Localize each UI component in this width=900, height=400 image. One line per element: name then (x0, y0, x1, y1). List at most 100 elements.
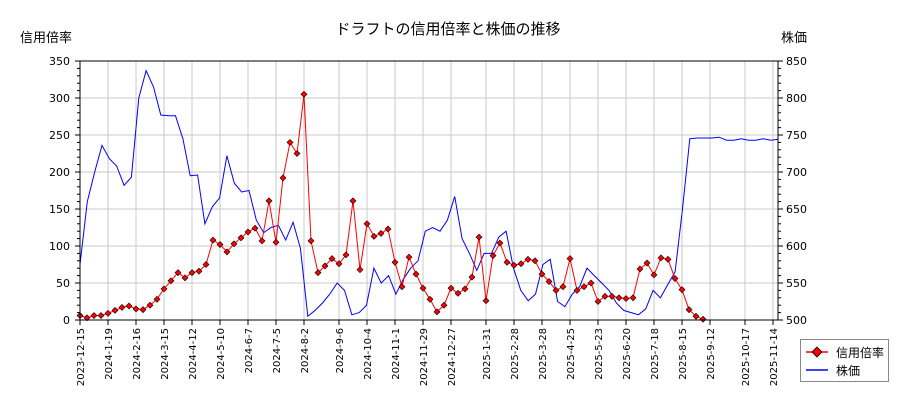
chart-title: ドラフトの信用倍率と株価の推移 (335, 20, 560, 38)
data-point-marker (664, 255, 672, 263)
right-tick-label: 850 (786, 55, 807, 68)
x-tick-label: 2025-8-15 (678, 328, 689, 380)
legend-label-margin-ratio: 信用倍率 (836, 345, 885, 360)
right-tick-label: 800 (786, 92, 807, 105)
x-tick-label: 2025-5-23 (594, 328, 605, 380)
data-point-marker (650, 271, 658, 279)
left-axis-title: 信用倍率 (20, 30, 72, 46)
data-point-marker (412, 270, 420, 278)
right-tick-label: 600 (786, 240, 807, 253)
right-tick-label: 650 (786, 203, 807, 216)
data-point-marker (517, 260, 525, 268)
x-tick-label: 2025-1-31 (482, 328, 493, 380)
data-point-marker (566, 255, 574, 263)
data-point-marker (314, 269, 322, 277)
x-tick-label: 2025-10-17 (741, 328, 752, 386)
data-point-marker (97, 312, 105, 319)
data-point-marker (636, 265, 644, 273)
data-point-marker (587, 279, 595, 287)
data-point-marker (391, 258, 399, 266)
left-tick-label: 250 (49, 129, 70, 142)
data-point-marker (216, 241, 224, 248)
left-tick-label: 200 (49, 166, 70, 179)
legend: 信用倍率 株価 (800, 339, 889, 382)
data-point-marker (384, 225, 392, 233)
legend-item-margin-ratio: 信用倍率 (801, 343, 888, 361)
data-point-marker (342, 251, 350, 259)
data-point-marker (440, 301, 448, 309)
x-tick-label: 2024-3-15 (160, 328, 171, 380)
data-point-marker (195, 267, 203, 275)
data-point-marker (321, 262, 329, 270)
data-point-marker (678, 286, 686, 294)
data-point-marker (503, 258, 511, 266)
data-point-marker (363, 220, 371, 228)
data-point-marker (496, 239, 504, 247)
left-tick-label: 0 (63, 314, 70, 327)
data-point-marker (601, 292, 609, 300)
x-tick-label: 2024-2-16 (132, 328, 143, 380)
left-tick-label: 100 (49, 240, 70, 253)
data-point-marker (335, 260, 343, 268)
left-tick-label: 150 (49, 203, 70, 216)
x-tick-label: 2025-6-20 (622, 328, 633, 380)
data-point-marker (153, 295, 161, 303)
x-tick-label: 2024-4-12 (188, 328, 199, 380)
data-point-marker (608, 292, 616, 300)
x-tick-label: 2024-6-7 (244, 328, 255, 373)
data-point-marker (237, 234, 245, 242)
data-point-marker (202, 261, 210, 268)
x-tick-label: 2024-10-4 (363, 328, 374, 380)
x-axis: 2023-12-15 2024-1-19 2024-2-16 2024-3-15 202… (76, 320, 780, 386)
data-point-marker (328, 255, 336, 263)
data-point-marker (160, 285, 168, 293)
data-point-marker (300, 90, 308, 98)
data-point-marker (349, 197, 357, 205)
data-point-marker (489, 252, 497, 260)
grid-lines (79, 60, 778, 321)
data-point-marker (132, 305, 140, 313)
x-tick-label: 2025-4-25 (566, 328, 577, 380)
x-tick-label: 2024-11-29 (419, 328, 430, 386)
data-point-marker (174, 269, 182, 277)
data-point-marker (475, 233, 483, 241)
data-point-marker (622, 295, 630, 302)
plot-frame (79, 60, 779, 321)
data-point-marker (573, 286, 581, 294)
data-point-marker (699, 315, 707, 323)
data-point-marker (426, 295, 434, 303)
data-point-marker (692, 312, 700, 320)
data-point-marker (188, 269, 196, 277)
x-tick-label: 2024-12-27 (447, 328, 458, 386)
data-point-marker (286, 138, 294, 146)
data-point-marker (265, 197, 273, 205)
legend-diamond-marker-icon (804, 343, 830, 361)
data-point-marker (272, 238, 280, 246)
data-point-marker (643, 259, 651, 267)
price-line (79, 69, 779, 318)
right-tick-label: 550 (786, 277, 807, 290)
data-point-marker (524, 255, 532, 263)
data-point-marker (545, 278, 553, 285)
left-tick-label: 350 (49, 55, 70, 68)
data-point-marker (468, 273, 476, 281)
data-point-marker (258, 237, 266, 245)
data-point-marker (90, 312, 98, 319)
right-axis-title: 株価 (781, 31, 807, 46)
data-point-marker (671, 275, 679, 282)
data-point-marker (209, 236, 217, 244)
right-tick-label: 750 (786, 129, 807, 142)
data-point-marker (531, 257, 539, 265)
x-tick-label: 2025-3-28 (538, 328, 549, 380)
data-point-marker (685, 306, 693, 314)
legend-label-price: 株価 (836, 363, 861, 378)
data-point-marker (230, 240, 238, 248)
data-point-marker (454, 289, 462, 297)
x-tick-label: 2024-7-5 (272, 328, 283, 373)
right-axis: 500 550 600 650 700 750 800 850 (778, 55, 807, 327)
data-point-marker (398, 283, 406, 291)
data-point-marker (461, 285, 469, 293)
data-point-marker (419, 284, 427, 292)
data-point-marker (433, 308, 441, 316)
